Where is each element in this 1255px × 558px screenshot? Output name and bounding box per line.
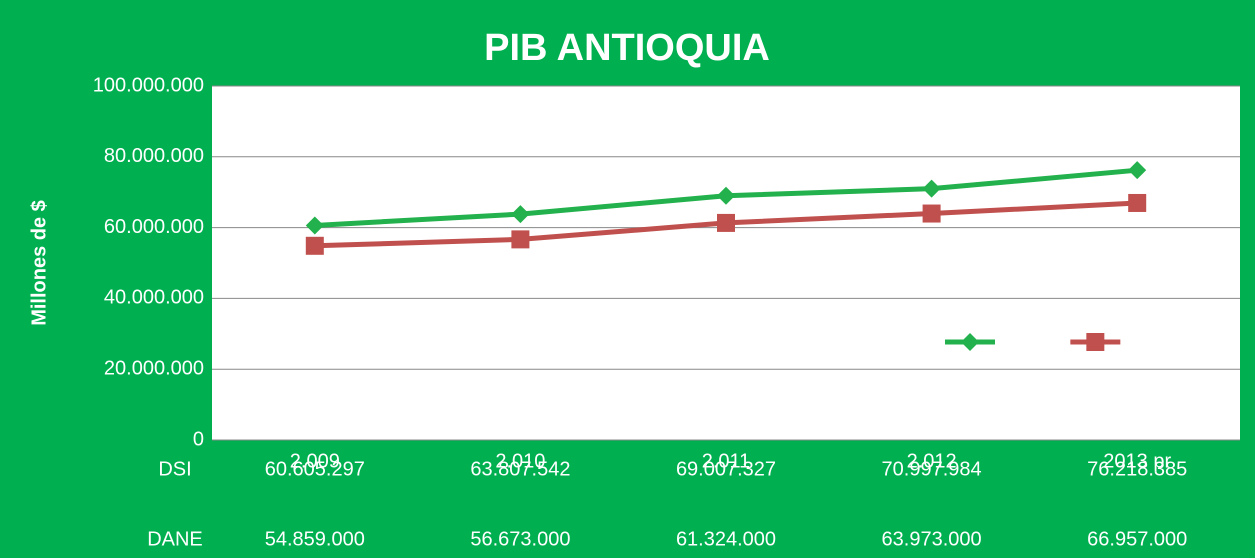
table-cell: 60.605.297	[265, 458, 365, 480]
marker	[922, 204, 941, 223]
y-axis-label: Millones de $	[28, 200, 50, 326]
marker	[961, 333, 979, 351]
marker	[717, 186, 735, 205]
table-row-label: DANE	[147, 528, 203, 550]
x-tick-label: 2.009	[290, 450, 340, 472]
marker	[511, 230, 530, 249]
marker	[511, 205, 530, 224]
marker	[717, 213, 735, 232]
table-cell: 66.957.000	[1087, 528, 1187, 550]
marker	[922, 179, 941, 198]
marker	[1086, 333, 1105, 351]
x-tick-label: 2.012	[907, 450, 957, 472]
y-tick-label: 40.000.000	[104, 287, 204, 309]
y-tick-label: 60.000.000	[104, 216, 204, 238]
marker	[305, 236, 324, 255]
table-cell: 56.673.000	[470, 528, 570, 550]
marker	[305, 216, 324, 235]
legend-label: DANE	[1122, 330, 1178, 352]
x-tick-label: 2013 pr	[1103, 450, 1171, 472]
y-tick-label: 20.000.000	[104, 357, 204, 379]
x-tick-label: 2.010	[495, 450, 545, 472]
table-cell: 61.324.000	[676, 528, 776, 550]
table-cell: 70.997.984	[882, 458, 982, 480]
x-tick-label: 2.011	[702, 450, 751, 472]
y-tick-label: 0	[193, 428, 204, 450]
table-cell: 54.859.000	[265, 528, 365, 550]
marker	[1128, 193, 1147, 212]
chart-title: PIB ANTIOQUIA	[484, 27, 770, 69]
table-cell: 76.218.385	[1087, 458, 1187, 480]
plot-area	[212, 86, 1240, 440]
table-cell: 69.007.327	[676, 458, 776, 480]
marker	[1128, 161, 1147, 180]
legend-label: DSI	[997, 330, 1030, 352]
y-tick-label: 100.000.000	[93, 74, 204, 96]
table-cell: 63.973.000	[882, 528, 982, 550]
table-cell: 63.807.542	[470, 458, 570, 480]
table-row-label: DSI	[158, 458, 191, 480]
y-tick-label: 80.000.000	[104, 145, 204, 167]
